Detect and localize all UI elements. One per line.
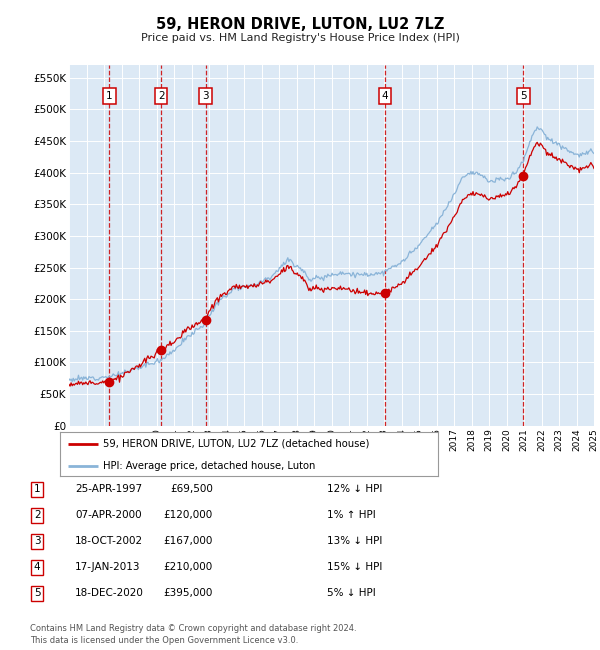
- Text: 2: 2: [34, 510, 41, 521]
- Text: 25-APR-1997: 25-APR-1997: [75, 484, 142, 495]
- Text: 59, HERON DRIVE, LUTON, LU2 7LZ: 59, HERON DRIVE, LUTON, LU2 7LZ: [156, 17, 444, 32]
- Text: 1: 1: [34, 484, 41, 495]
- Text: Price paid vs. HM Land Registry's House Price Index (HPI): Price paid vs. HM Land Registry's House …: [140, 32, 460, 43]
- Text: 15% ↓ HPI: 15% ↓ HPI: [327, 562, 382, 573]
- Text: 13% ↓ HPI: 13% ↓ HPI: [327, 536, 382, 547]
- Text: 4: 4: [382, 90, 388, 101]
- Text: 5: 5: [34, 588, 41, 599]
- Text: £210,000: £210,000: [164, 562, 213, 573]
- Text: £69,500: £69,500: [170, 484, 213, 495]
- Text: 07-APR-2000: 07-APR-2000: [75, 510, 142, 521]
- Text: 2: 2: [158, 90, 164, 101]
- Text: 18-OCT-2002: 18-OCT-2002: [75, 536, 143, 547]
- Text: 5: 5: [520, 90, 527, 101]
- Text: 3: 3: [202, 90, 209, 101]
- Text: £167,000: £167,000: [164, 536, 213, 547]
- Text: 1: 1: [106, 90, 113, 101]
- Text: 3: 3: [34, 536, 41, 547]
- Text: 18-DEC-2020: 18-DEC-2020: [75, 588, 144, 599]
- Text: Contains HM Land Registry data © Crown copyright and database right 2024.
This d: Contains HM Land Registry data © Crown c…: [30, 624, 356, 645]
- Text: 12% ↓ HPI: 12% ↓ HPI: [327, 484, 382, 495]
- Text: £395,000: £395,000: [164, 588, 213, 599]
- Text: £120,000: £120,000: [164, 510, 213, 521]
- Text: 1% ↑ HPI: 1% ↑ HPI: [327, 510, 376, 521]
- Text: HPI: Average price, detached house, Luton: HPI: Average price, detached house, Luto…: [103, 461, 316, 471]
- Text: 4: 4: [34, 562, 41, 573]
- Text: 59, HERON DRIVE, LUTON, LU2 7LZ (detached house): 59, HERON DRIVE, LUTON, LU2 7LZ (detache…: [103, 439, 370, 448]
- Text: 17-JAN-2013: 17-JAN-2013: [75, 562, 140, 573]
- Text: 5% ↓ HPI: 5% ↓ HPI: [327, 588, 376, 599]
